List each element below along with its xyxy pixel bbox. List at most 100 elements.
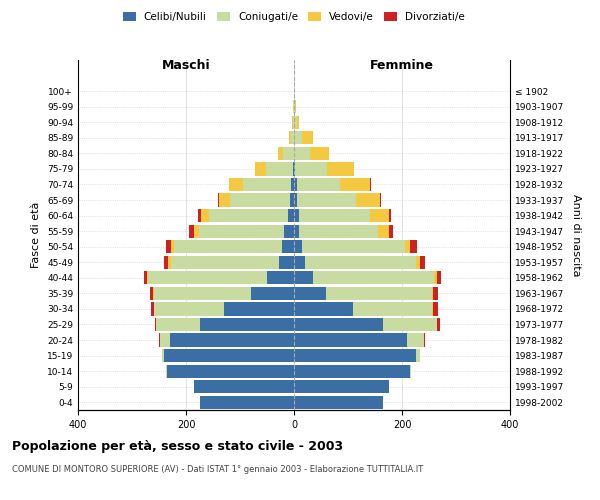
Bar [310, 146, 329, 160]
Bar [302, 240, 405, 254]
Bar [296, 194, 356, 206]
Text: Maschi: Maschi [161, 60, 211, 72]
Bar [293, 116, 294, 129]
Bar [224, 302, 294, 316]
Bar [340, 178, 370, 191]
Bar [433, 286, 437, 300]
Bar [370, 209, 389, 222]
Bar [152, 286, 154, 300]
Bar [294, 162, 295, 175]
Bar [378, 224, 389, 237]
Bar [220, 194, 230, 206]
Bar [199, 396, 294, 409]
Text: Femmine: Femmine [370, 60, 434, 72]
Bar [326, 286, 432, 300]
Bar [144, 271, 146, 284]
Bar [294, 146, 310, 160]
Bar [171, 256, 279, 269]
Bar [294, 380, 389, 394]
Bar [150, 286, 152, 300]
Bar [415, 349, 420, 362]
Bar [266, 162, 293, 175]
Bar [168, 256, 171, 269]
Bar [279, 256, 294, 269]
Bar [433, 302, 438, 316]
Bar [154, 286, 251, 300]
Bar [389, 224, 393, 237]
Text: COMUNE DI MONTORO SUPERIORE (AV) - Dati ISTAT 1° gennaio 2003 - Elaborazione TUT: COMUNE DI MONTORO SUPERIORE (AV) - Dati … [12, 465, 423, 474]
Bar [201, 209, 209, 222]
Bar [151, 302, 154, 316]
Bar [199, 209, 201, 222]
Y-axis label: Fasce di età: Fasce di età [31, 202, 41, 268]
Bar [290, 194, 294, 206]
Bar [172, 240, 174, 254]
Bar [159, 334, 160, 346]
Legend: Celibi/Nubili, Coniugati/e, Vedovi/e, Divorziati/e: Celibi/Nubili, Coniugati/e, Vedovi/e, Di… [119, 8, 469, 26]
Bar [434, 271, 437, 284]
Bar [170, 334, 294, 346]
Bar [199, 224, 284, 237]
Bar [383, 318, 437, 331]
Bar [156, 318, 199, 331]
Bar [299, 209, 370, 222]
Y-axis label: Anni di nascita: Anni di nascita [571, 194, 581, 276]
Bar [410, 364, 411, 378]
Bar [174, 240, 282, 254]
Bar [295, 100, 296, 114]
Bar [432, 286, 433, 300]
Bar [166, 364, 167, 378]
Bar [299, 224, 378, 237]
Bar [282, 240, 294, 254]
Bar [251, 286, 294, 300]
Bar [294, 396, 383, 409]
Bar [167, 364, 294, 378]
Bar [164, 256, 168, 269]
Bar [294, 240, 302, 254]
Text: Popolazione per età, sesso e stato civile - 2003: Popolazione per età, sesso e stato civil… [12, 440, 343, 453]
Bar [292, 178, 294, 191]
Bar [295, 162, 328, 175]
Bar [218, 194, 220, 206]
Bar [294, 209, 299, 222]
Bar [353, 302, 432, 316]
Bar [148, 271, 267, 284]
Bar [294, 178, 296, 191]
Bar [432, 302, 433, 316]
Bar [437, 318, 440, 331]
Bar [296, 178, 340, 191]
Bar [160, 334, 170, 346]
Bar [267, 271, 294, 284]
Bar [294, 256, 305, 269]
Bar [194, 224, 199, 237]
Bar [294, 271, 313, 284]
Bar [229, 178, 242, 191]
Bar [328, 162, 355, 175]
Bar [404, 240, 410, 254]
Bar [189, 224, 194, 237]
Bar [302, 131, 313, 144]
Bar [370, 178, 371, 191]
Bar [424, 334, 425, 346]
Bar [389, 209, 391, 222]
Bar [294, 302, 353, 316]
Bar [146, 271, 148, 284]
Bar [294, 318, 383, 331]
Bar [209, 209, 287, 222]
Bar [296, 116, 299, 129]
Bar [294, 194, 296, 206]
Bar [155, 318, 156, 331]
Bar [294, 286, 326, 300]
Bar [199, 318, 294, 331]
Bar [407, 334, 424, 346]
Bar [415, 256, 420, 269]
Bar [166, 240, 172, 254]
Bar [380, 194, 382, 206]
Bar [243, 178, 292, 191]
Bar [305, 256, 415, 269]
Bar [294, 116, 296, 129]
Bar [437, 271, 442, 284]
Bar [420, 256, 425, 269]
Bar [294, 364, 410, 378]
Bar [284, 224, 294, 237]
